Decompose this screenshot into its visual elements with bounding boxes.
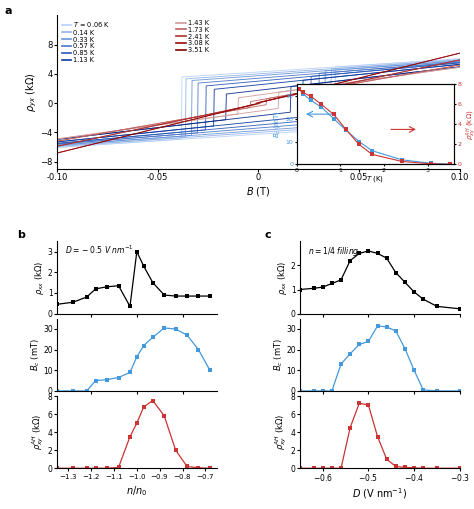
X-axis label: $B$ (T): $B$ (T): [246, 185, 271, 198]
Text: $D = -0.5$ V nm$^{-1}$: $D = -0.5$ V nm$^{-1}$: [65, 244, 133, 257]
Y-axis label: $\rho_{xx}$ (k$\Omega$): $\rho_{xx}$ (k$\Omega$): [276, 261, 290, 295]
Y-axis label: $B_c$ (mT): $B_c$ (mT): [29, 338, 42, 371]
Text: a: a: [5, 6, 12, 16]
X-axis label: $D$ (V nm$^{-1}$): $D$ (V nm$^{-1}$): [352, 486, 408, 501]
Y-axis label: $\rho_{xy}^{AH}$ (k$\Omega$): $\rho_{xy}^{AH}$ (k$\Omega$): [464, 109, 474, 139]
Text: $n = 1/4$ filling: $n = 1/4$ filling: [308, 245, 359, 259]
Y-axis label: $\rho_{xy}^{AH}$ (k$\Omega$): $\rho_{xy}^{AH}$ (k$\Omega$): [31, 414, 46, 450]
Y-axis label: $\rho_{yx}$ (k$\Omega$): $\rho_{yx}$ (k$\Omega$): [25, 72, 39, 112]
Legend: 1.43 K, 1.73 K, 2.41 K, 3.08 K, 3.51 K: 1.43 K, 1.73 K, 2.41 K, 3.08 K, 3.51 K: [175, 19, 210, 54]
Y-axis label: $B_c$ (mT): $B_c$ (mT): [272, 338, 284, 371]
Y-axis label: $\rho_{xx}$ (k$\Omega$): $\rho_{xx}$ (k$\Omega$): [34, 261, 46, 295]
Y-axis label: $\rho_{xy}^{AH}$ (k$\Omega$): $\rho_{xy}^{AH}$ (k$\Omega$): [274, 414, 290, 450]
Text: c: c: [264, 230, 271, 240]
X-axis label: $n/n_0$: $n/n_0$: [126, 484, 147, 498]
Text: b: b: [17, 230, 25, 240]
